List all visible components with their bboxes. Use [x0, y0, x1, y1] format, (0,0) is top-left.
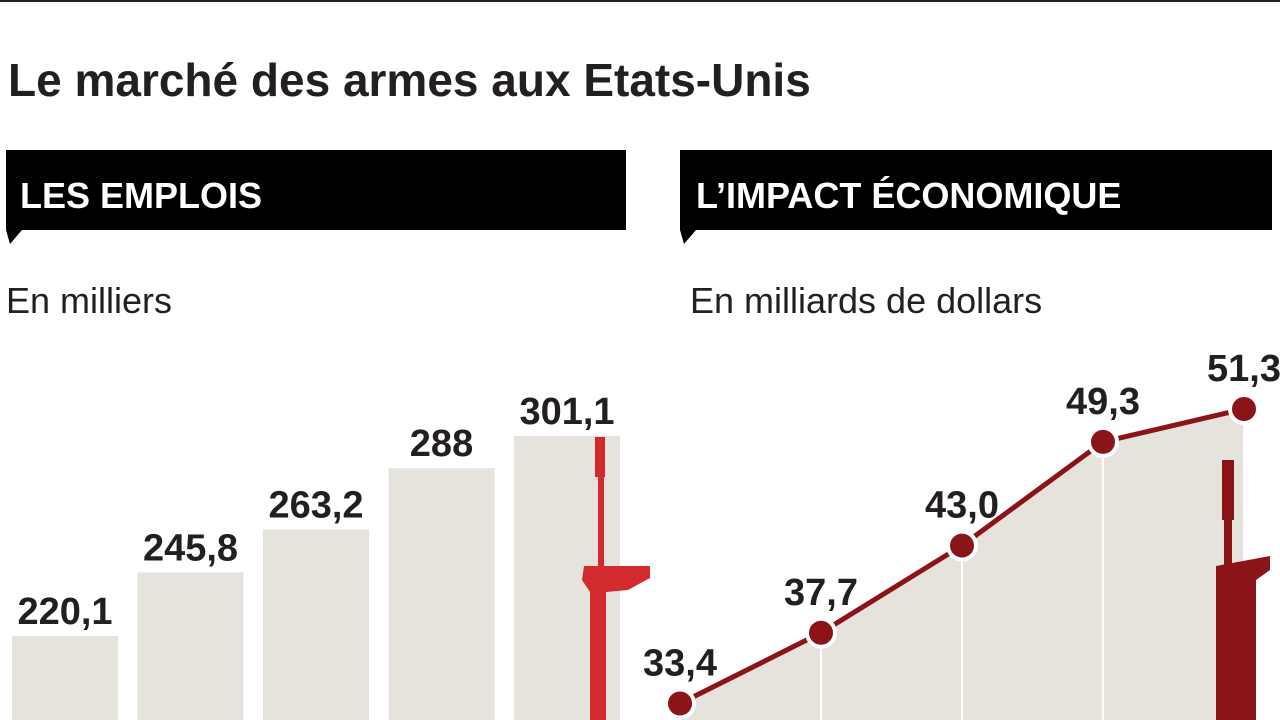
point: [805, 616, 837, 649]
point: [1228, 392, 1260, 425]
header-right: L’IMPACT ÉCONOMIQUE: [680, 150, 1272, 244]
header-left: LES EMPLOIS: [6, 150, 626, 244]
subtitle: En milliers: [6, 280, 172, 321]
bar: [388, 468, 495, 720]
point: [1087, 425, 1119, 458]
rifle-part: [1222, 460, 1234, 520]
rifle-dark: [1216, 460, 1270, 720]
rifle-red: [582, 437, 650, 720]
header-notch: [680, 230, 696, 244]
subtitle: En milliards de dollars: [690, 280, 1042, 321]
panel-title: L’IMPACT ÉCONOMIQUE: [696, 175, 1121, 216]
value-label: 51,3: [1207, 348, 1280, 390]
point: [946, 529, 978, 562]
value-label: 37,7: [784, 572, 858, 614]
rifle-part: [1224, 520, 1232, 570]
value-label: 49,3: [1066, 381, 1140, 423]
main-title: Le marché des armes aux Etats-Unis: [8, 54, 811, 106]
point: [664, 687, 696, 720]
value-label: 301,1: [519, 391, 614, 433]
panel-title: LES EMPLOIS: [20, 175, 262, 216]
value-label: 220,1: [17, 591, 112, 633]
header-band: [680, 150, 1272, 230]
value-label: 43,0: [925, 485, 999, 527]
bar: [12, 635, 118, 720]
value-label: 245,8: [143, 527, 238, 569]
value-label: 33,4: [643, 643, 717, 685]
value-label: 263,2: [268, 484, 363, 526]
rifle-part: [598, 477, 604, 572]
value-label: 288: [410, 423, 473, 465]
header-band: [6, 150, 626, 230]
bar: [263, 529, 369, 720]
rifle-part: [1216, 556, 1270, 720]
bar: [137, 572, 244, 720]
rifle-part: [582, 566, 650, 720]
rifle-part: [595, 437, 605, 477]
header-notch: [6, 230, 22, 244]
